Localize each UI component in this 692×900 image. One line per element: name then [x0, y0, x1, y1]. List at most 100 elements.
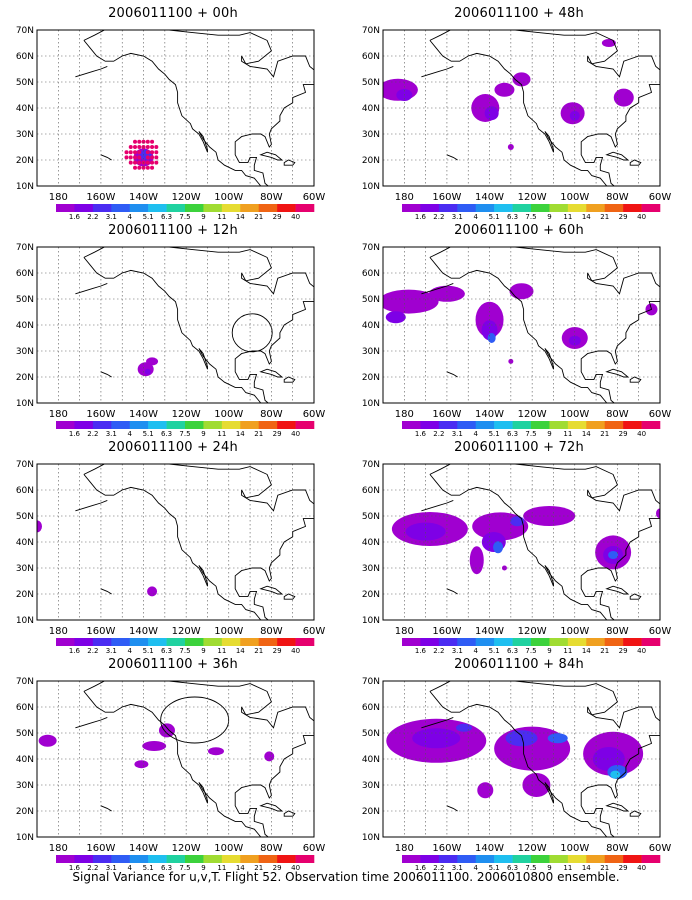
coastline-east: [83, 464, 314, 620]
lat-label: 70N: [362, 460, 380, 470]
lat-label: 60N: [16, 52, 34, 62]
lon-label: 160W: [432, 626, 461, 637]
lat-label: 40N: [362, 104, 380, 114]
lat-label: 50N: [16, 729, 34, 739]
panel-36h: 2006011100 + 36h 10N 20N 30N 40N 50N 60N 70N 18…: [0, 651, 346, 876]
variance-shading: [386, 718, 644, 799]
lat-label: 40N: [362, 755, 380, 765]
map-frame: [36, 463, 315, 621]
lon-label: 140W: [475, 626, 504, 637]
colorbar-label: 1.6: [69, 647, 81, 655]
lat-label: 30N: [362, 564, 380, 574]
variance-blob: [592, 747, 625, 771]
colorbar-swatch: [166, 638, 186, 646]
colorbar-swatch: [438, 204, 458, 212]
aleutian-islands: [421, 65, 454, 78]
colorbar-label: 3.1: [106, 647, 117, 655]
colorbar-swatch: [203, 204, 223, 212]
hispaniola-coast: [629, 159, 642, 166]
colorbar-swatch: [531, 855, 550, 863]
colorbar-swatch: [512, 638, 532, 646]
observation-dot: [133, 150, 138, 155]
colorbar-label: 11: [563, 213, 572, 221]
cuba-coast: [605, 151, 630, 161]
colorbar-swatch: [92, 204, 112, 212]
colorbar-swatch: [295, 204, 315, 212]
map-area: [383, 443, 692, 620]
lon-label: 80W: [606, 843, 629, 854]
colorbar-swatch: [221, 855, 241, 863]
colorbar-label: 6.3: [161, 864, 172, 872]
hawaii-islands: [100, 588, 112, 595]
colorbar-swatch: [641, 204, 661, 212]
lon-label: 180: [395, 626, 414, 637]
colorbar-swatch: [402, 421, 421, 429]
hispaniola-coast: [629, 810, 642, 817]
colorbar-swatch: [512, 421, 532, 429]
colorbar-label: 11: [563, 430, 572, 438]
lon-label: 60W: [649, 409, 672, 420]
colorbar-label: 4: [473, 213, 478, 221]
lat-label: 10N: [362, 182, 380, 192]
observation-dot: [150, 160, 155, 165]
lat-label: 50N: [362, 295, 380, 305]
coastline-east: [83, 30, 314, 186]
lat-label: 70N: [362, 26, 380, 36]
colorbar-swatch: [56, 204, 75, 212]
flight-track-circle: [160, 696, 230, 744]
variance-blob: [494, 82, 515, 97]
lon-label: 60W: [303, 843, 326, 854]
colorbar-swatch: [475, 204, 495, 212]
colorbar-label: 3.1: [106, 864, 117, 872]
colorbar-label: 2.2: [87, 213, 98, 221]
colorbar-swatch: [549, 855, 569, 863]
observation-dot: [154, 145, 159, 149]
observation-dot: [145, 160, 150, 165]
colorbar-swatch: [567, 638, 587, 646]
cuba-coast: [259, 585, 284, 595]
panel-title: 2006011100 + 24h: [108, 440, 238, 455]
panel-title: 2006011100 + 00h: [108, 6, 238, 21]
colorbar-label: 9: [547, 647, 551, 655]
colorbar-label: 9: [201, 647, 205, 655]
aleutian-islands: [75, 499, 108, 512]
lon-label: 100W: [560, 626, 589, 637]
colorbar-label: 3.1: [452, 213, 463, 221]
map-area: [383, 247, 660, 403]
lat-label: 60N: [362, 486, 380, 496]
colorbar-label: 3.1: [106, 213, 117, 221]
colorbar-swatch: [56, 638, 75, 646]
colorbar-label: 7.5: [179, 647, 190, 655]
greenland-coast: [632, 443, 692, 490]
lat-label: 20N: [16, 373, 34, 383]
colorbar-swatch: [74, 204, 94, 212]
colorbar-swatch: [185, 855, 204, 863]
colorbar-label: 1.6: [415, 430, 427, 438]
cuba-coast: [605, 368, 630, 378]
lat-label: 30N: [16, 347, 34, 357]
lon-label: 160W: [432, 192, 461, 203]
lon-label: 120W: [518, 843, 547, 854]
observation-dot: [133, 160, 138, 165]
observation-dot: [124, 155, 129, 160]
colorbar-label: 40: [637, 430, 646, 438]
map-area: [37, 464, 314, 620]
observation-dot: [154, 150, 159, 155]
panel-title: 2006011100 + 36h: [108, 657, 238, 672]
colorbar-swatch: [148, 855, 167, 863]
colorbar-swatch: [240, 421, 260, 429]
colorbar-label: 21: [254, 864, 263, 872]
colorbar-label: 9: [201, 864, 205, 872]
lon-label: 140W: [129, 409, 158, 420]
coastline: [421, 30, 660, 186]
lat-label: 20N: [362, 156, 380, 166]
colorbar-swatch: [221, 421, 241, 429]
colorbar-label: 11: [217, 213, 226, 221]
coastline: [421, 247, 660, 403]
colorbar-label: 2.2: [87, 864, 98, 872]
colorbar-swatch: [129, 855, 149, 863]
coastline-west: [83, 257, 262, 403]
hispaniola-coast: [283, 376, 296, 383]
lon-label: 180: [49, 843, 68, 854]
lon-label: 140W: [475, 192, 504, 203]
